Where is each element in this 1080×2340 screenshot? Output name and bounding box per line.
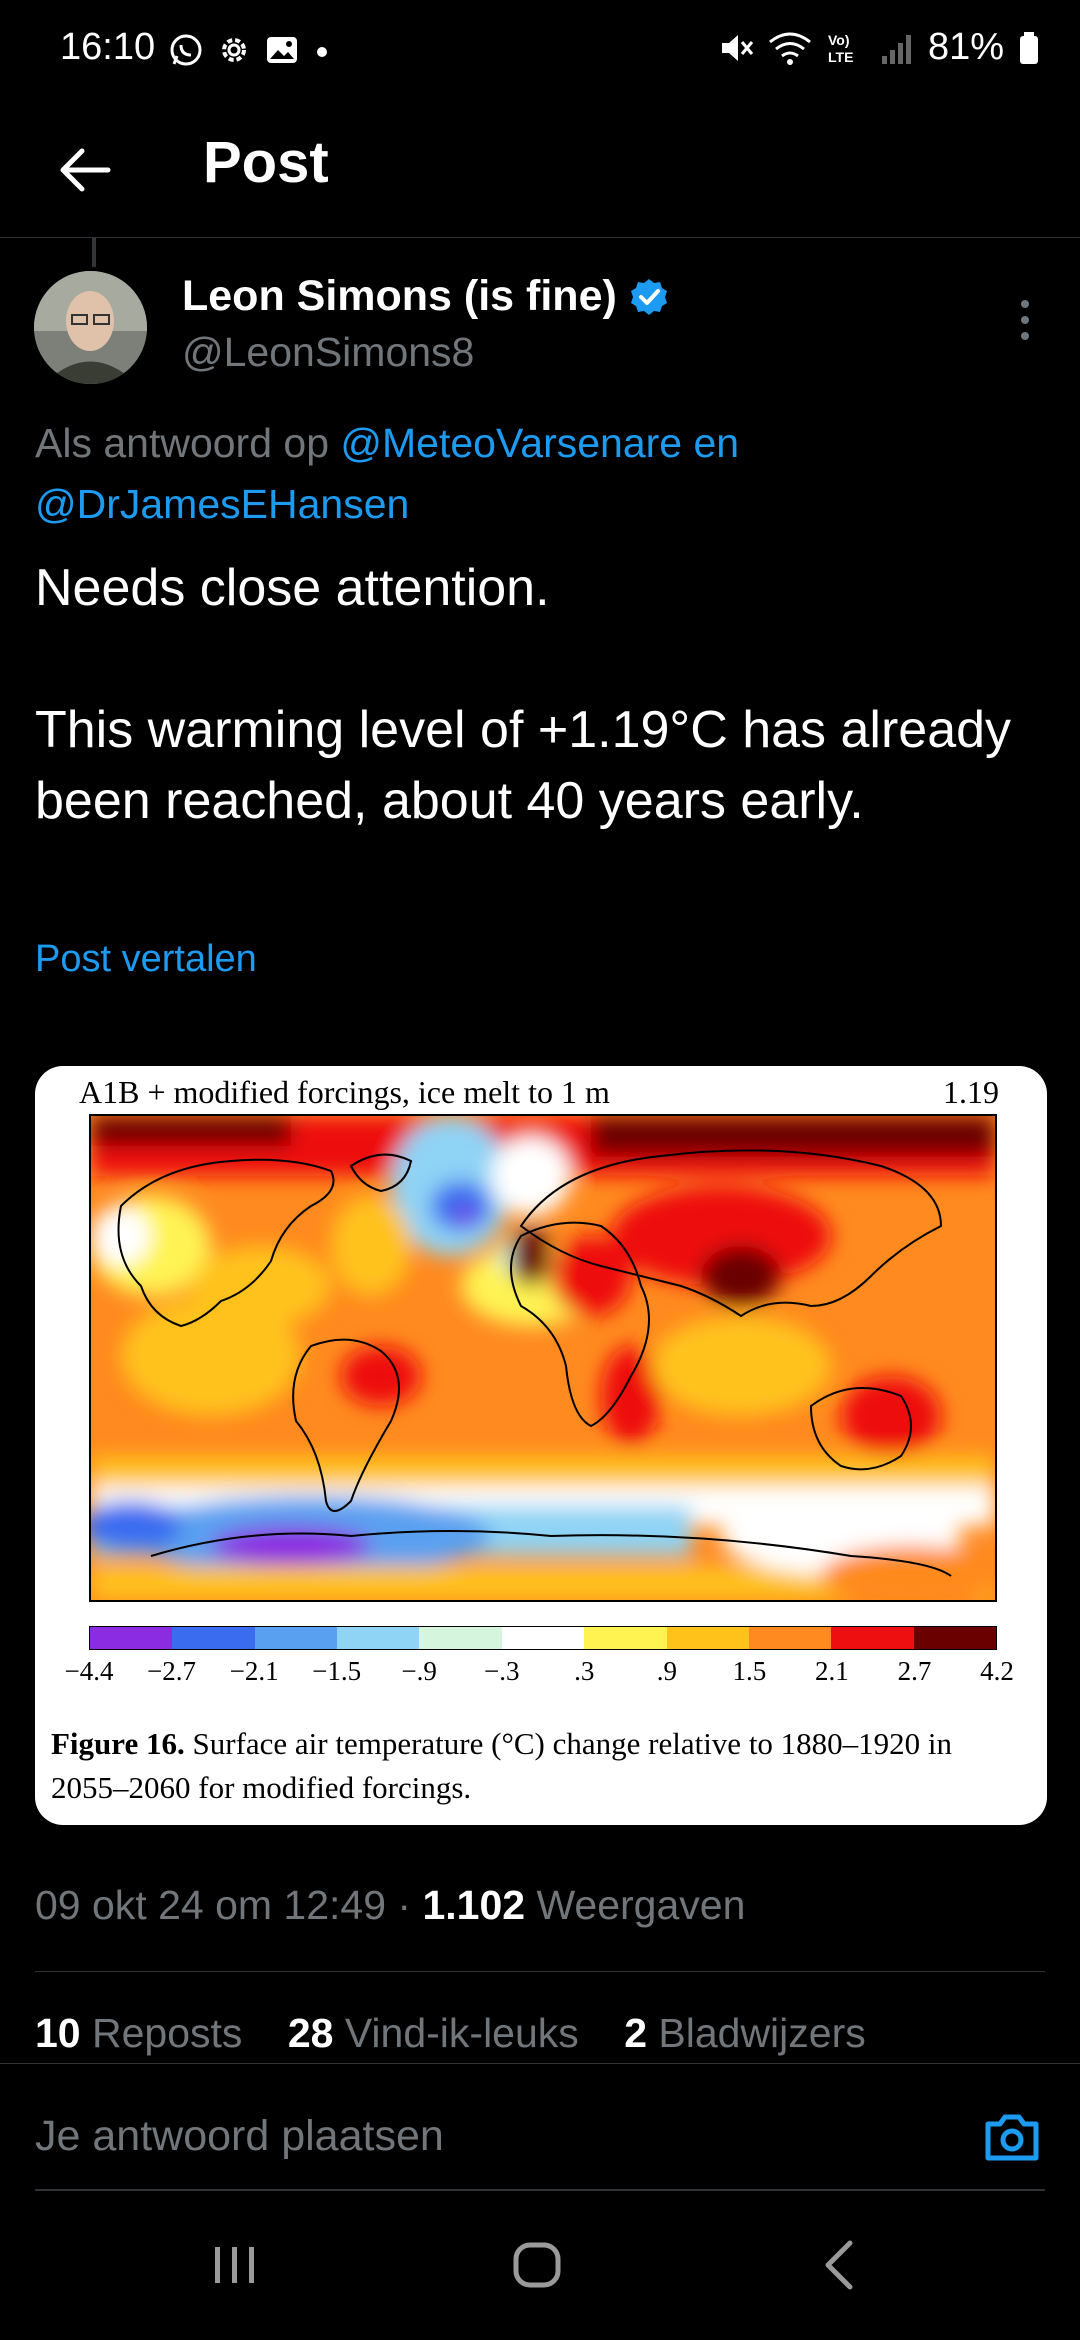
dot-icon bbox=[317, 47, 327, 57]
colorbar-tick-label: .9 bbox=[656, 1656, 677, 1686]
colorbar-segment bbox=[337, 1627, 420, 1649]
status-right-icons: Vo) LTE 81% bbox=[718, 26, 1040, 69]
mention-drjamesehansen[interactable]: @DrJamesEHansen bbox=[35, 481, 410, 527]
svg-text:Vo): Vo) bbox=[828, 32, 850, 48]
figure-title: A1B + modified forcings, ice melt to 1 m bbox=[79, 1074, 610, 1110]
post-line-1: Needs close attention. bbox=[35, 559, 550, 617]
post-text: Needs close attention. This warming leve… bbox=[35, 553, 1045, 837]
colorbar-tick-label: −4.4 bbox=[64, 1656, 114, 1686]
status-left-icons bbox=[168, 32, 332, 68]
post-line-2: This warming level of +1.19°C has alread… bbox=[35, 701, 1012, 830]
status-time: 16:10 bbox=[60, 26, 156, 68]
recents-icon[interactable] bbox=[200, 2235, 270, 2295]
verified-badge-icon bbox=[630, 278, 667, 315]
divider bbox=[35, 2189, 1045, 2191]
reply-context: Als antwoord op @MeteoVarsenare en @DrJa… bbox=[35, 413, 1035, 535]
reply-joiner[interactable]: en bbox=[682, 420, 740, 466]
colorbar bbox=[89, 1626, 997, 1650]
colorbar-tick-label: 1.5 bbox=[732, 1656, 767, 1686]
colorbar-segment bbox=[90, 1627, 173, 1649]
colorbar-segment bbox=[831, 1627, 914, 1649]
colorbar-segment bbox=[666, 1627, 749, 1649]
caption-text: Surface air temperature (°C) change rela… bbox=[51, 1726, 953, 1805]
post-media-image[interactable]: A1B + modified forcings, ice melt to 1 m… bbox=[35, 1066, 1047, 1825]
colorbar-ticks: −4.4 −2.7 −2.1 −1.5 −.9 −.3 .3 .9 1.5 2.1 2.7 4.2 bbox=[35, 1656, 1047, 1690]
reposts-count: 10 bbox=[35, 2010, 81, 2056]
camera-icon[interactable] bbox=[984, 2112, 1040, 2162]
views-count: 1.102 bbox=[422, 1882, 526, 1928]
views-label: Weergaven bbox=[525, 1882, 746, 1928]
author-name[interactable]: Leon Simons (is fine) bbox=[182, 272, 617, 320]
mute-icon bbox=[721, 34, 754, 61]
colorbar-tick-label: −.3 bbox=[483, 1656, 520, 1686]
temperature-map bbox=[89, 1114, 997, 1602]
thread-connector bbox=[92, 237, 96, 267]
colorbar-segment bbox=[501, 1627, 585, 1649]
caption-label: Figure 16. bbox=[51, 1726, 185, 1761]
back-icon[interactable] bbox=[806, 2235, 876, 2295]
colorbar-tick-label: 4.2 bbox=[980, 1656, 1014, 1686]
divider bbox=[35, 1971, 1045, 1972]
avatar[interactable] bbox=[34, 271, 147, 384]
battery-icon bbox=[1020, 31, 1038, 64]
reposts-stat[interactable]: 10 Reposts bbox=[35, 2010, 242, 2056]
more-options-icon[interactable] bbox=[1010, 296, 1040, 344]
page-title: Post bbox=[203, 130, 329, 195]
home-icon[interactable] bbox=[502, 2235, 572, 2295]
bookmarks-label: Bladwijzers bbox=[647, 2010, 866, 2056]
colorbar-tick-label: −.9 bbox=[401, 1656, 437, 1686]
likes-stat[interactable]: 28 Vind-ik-leuks bbox=[288, 2010, 579, 2056]
volte-icon: Vo)LTE bbox=[828, 32, 853, 65]
post-timestamp-views: 09 okt 24 om 12:49 · 1.102 Weergaven bbox=[35, 1882, 745, 1929]
bookmarks-stat[interactable]: 2 Bladwijzers bbox=[624, 2010, 866, 2056]
figure-caption: Figure 16. Surface air temperature (°C) … bbox=[51, 1722, 1031, 1810]
top-app-bar: Post bbox=[0, 105, 1080, 238]
author-name-row[interactable]: Leon Simons (is fine) bbox=[182, 272, 669, 321]
colorbar-segment bbox=[419, 1627, 502, 1649]
reply-input[interactable]: Je antwoord plaatsen bbox=[35, 2112, 444, 2160]
status-bar: 16:10 Vo) LTE 81% bbox=[0, 0, 1080, 105]
colorbar-segment bbox=[254, 1627, 338, 1649]
post-date[interactable]: 09 okt 24 om 12:49 · bbox=[35, 1882, 423, 1928]
likes-label: Vind-ik-leuks bbox=[333, 2010, 579, 2056]
bookmarks-count: 2 bbox=[624, 2010, 647, 2056]
reply-prefix: Als antwoord op bbox=[35, 420, 341, 466]
battery-percent: 81% bbox=[927, 26, 1004, 68]
wifi-icon bbox=[769, 32, 811, 65]
world-temperature-map bbox=[91, 1116, 995, 1600]
colorbar-tick-label: .3 bbox=[574, 1656, 595, 1686]
colorbar-tick-label: −2.1 bbox=[229, 1656, 279, 1686]
author-handle[interactable]: @LeonSimons8 bbox=[182, 329, 475, 375]
back-arrow-icon[interactable] bbox=[50, 135, 120, 205]
colorbar-tick-label: 2.7 bbox=[897, 1656, 932, 1686]
svg-text:LTE: LTE bbox=[828, 49, 853, 65]
figure-global-mean: 1.19 bbox=[943, 1074, 999, 1110]
reply-composer[interactable]: Je antwoord plaatsen bbox=[0, 2063, 1080, 2189]
colorbar-segment bbox=[584, 1627, 667, 1649]
avatar-image bbox=[34, 271, 147, 384]
gallery-icon bbox=[267, 37, 297, 63]
reposts-label: Reposts bbox=[80, 2010, 243, 2056]
colorbar-segment bbox=[748, 1627, 832, 1649]
engagement-stats: 10 Reposts 28 Vind-ik-leuks 2 Bladwijzer… bbox=[35, 2010, 900, 2057]
system-navigation-bar bbox=[0, 2191, 1080, 2340]
translate-post-link[interactable]: Post vertalen bbox=[35, 938, 257, 980]
mention-meteovarsenare[interactable]: @MeteoVarsenare bbox=[340, 420, 683, 466]
colorbar-tick-label: 2.1 bbox=[815, 1656, 849, 1686]
settings-icon bbox=[222, 38, 246, 62]
colorbar-tick-label: −1.5 bbox=[312, 1656, 362, 1686]
likes-count: 28 bbox=[287, 2010, 334, 2056]
signal-icon bbox=[881, 34, 911, 64]
colorbar-segment bbox=[172, 1627, 255, 1649]
colorbar-segment bbox=[913, 1627, 996, 1649]
whatsapp-icon bbox=[170, 34, 202, 66]
colorbar-tick-label: −2.7 bbox=[147, 1656, 197, 1686]
